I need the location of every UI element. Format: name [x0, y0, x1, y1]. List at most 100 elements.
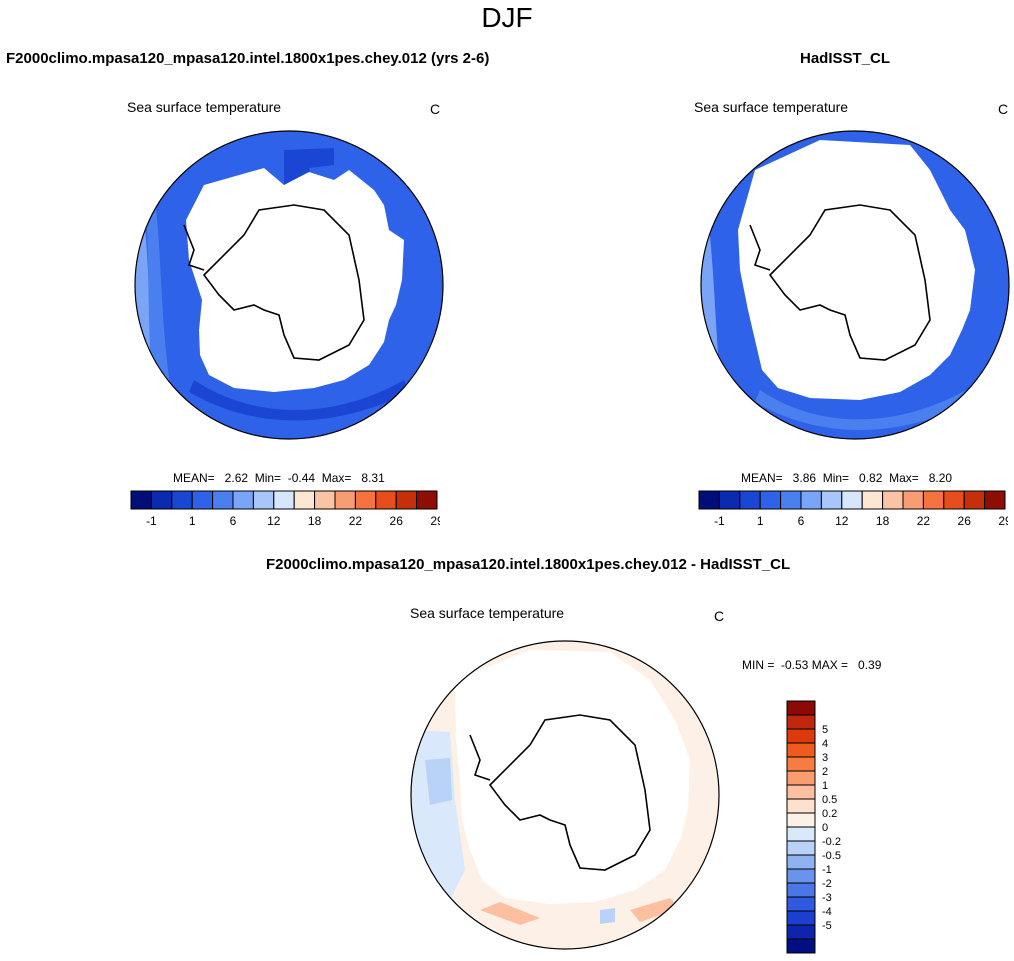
colorbar-box [841, 490, 863, 510]
negative-anomaly-patch [600, 908, 615, 924]
positive-anomaly-patch [630, 898, 680, 922]
colorbar-box [171, 490, 193, 510]
ocean-band [755, 385, 980, 431]
colorbar-box [334, 490, 356, 510]
colorbar-tick-label: 26 [958, 514, 972, 528]
colorbar-tick-label: 0.5 [822, 794, 837, 806]
colorbar-box [375, 490, 397, 510]
left-colorbar: -1 1 6 12 18 22 26 29 [130, 490, 440, 528]
colorbar-tick-label: -5 [822, 920, 832, 932]
colorbar-box [861, 490, 884, 510]
colorbar-box [739, 490, 761, 510]
colorbar-box [786, 924, 816, 940]
colorbar-box [786, 938, 816, 954]
colorbar-box [786, 812, 816, 828]
colorbar-box [786, 882, 816, 898]
colorbar-box [416, 490, 438, 510]
colorbar-tick-label: 12 [267, 514, 281, 528]
colorbar-box [786, 700, 816, 716]
colorbar-box [786, 756, 816, 772]
antarctica-coastline [202, 204, 365, 361]
colorbar-tick-label: 6 [230, 514, 237, 528]
colorbar-box [902, 490, 924, 510]
left-units-label: C [430, 101, 441, 117]
colorbar-tick-label: 22 [349, 514, 363, 528]
colorbar-tick-label: 12 [835, 514, 849, 528]
sea-ice-mask [186, 168, 404, 392]
map-border [410, 640, 720, 950]
sea-ice-mask [738, 140, 975, 400]
right-variable-label: Sea surface temperature [694, 99, 849, 115]
colorbar-box [786, 714, 816, 730]
colorbar-box [698, 490, 720, 510]
colorbar-tick-label: -1 [146, 514, 157, 528]
colorbar-box [273, 490, 295, 510]
left-variable-label: Sea surface temperature [127, 99, 282, 115]
sea-ice-mask [455, 650, 690, 904]
colorbar-box [314, 490, 336, 510]
colorbar-box [786, 798, 816, 814]
colorbar-box [786, 896, 816, 912]
colorbar-box [191, 490, 214, 510]
colorbar-box [786, 840, 816, 856]
peninsula-coastline [183, 224, 205, 271]
colorbar-tick-label: -0.2 [822, 836, 841, 848]
negative-anomaly-patch [425, 758, 452, 805]
diff-colorbar: 5 4 3 2 1 0.5 0.2 0 -0.2 -0.5 -1 -2 -3 -4 -5 [786, 700, 841, 954]
colorbar-tick-label: -4 [822, 906, 832, 918]
colorbar-box [130, 490, 152, 510]
antarctica-coastline [488, 714, 651, 871]
right-stats: MEAN= 3.86 Min= 0.82 Max= 8.20 [741, 471, 953, 485]
right-sst-map [700, 130, 1010, 440]
colorbar-box [759, 490, 782, 510]
diff-units-label: C [714, 608, 725, 624]
peninsula-coastline [469, 734, 491, 781]
left-sst-map [134, 130, 444, 440]
colorbar-box [212, 490, 234, 510]
diff-sst-map [410, 640, 720, 950]
colorbar-tick-label: 2 [822, 766, 828, 778]
colorbar-box [786, 868, 816, 884]
map-border [134, 130, 444, 440]
colorbar-box [786, 728, 816, 744]
colorbar-tick-label: 18 [308, 514, 322, 528]
map-border [700, 130, 1010, 440]
colorbar-box [293, 490, 316, 510]
colorbar-tick-label: 29 [430, 514, 440, 528]
colorbar-box [150, 490, 173, 510]
colorbar-box [943, 490, 965, 510]
colorbar-box [780, 490, 802, 510]
diff-stats: MIN = -0.53 MAX = 0.39 [742, 658, 882, 672]
figure-title: DJF [481, 2, 533, 33]
colorbar-tick-label: 5 [822, 724, 828, 736]
antarctica-coastline [768, 204, 931, 361]
colorbar-box [252, 490, 275, 510]
left-stats: MEAN= 2.62 Min= -0.44 Max= 8.31 [173, 471, 385, 485]
positive-anomaly-patch [480, 902, 540, 925]
colorbar-tick-label: 1 [757, 514, 764, 528]
colorbar-tick-label: 1 [189, 514, 196, 528]
colorbar-box [882, 490, 904, 510]
right-panel-title: HadISST_CL [800, 50, 891, 67]
colorbar-box [820, 490, 843, 510]
colorbar-box [786, 826, 816, 842]
colorbar-tick-label: 6 [798, 514, 805, 528]
colorbar-tick-label: 22 [917, 514, 931, 528]
colorbar-tick-label: 26 [390, 514, 404, 528]
colorbar-tick-label: 4 [822, 738, 828, 750]
colorbar-box [800, 490, 822, 510]
colorbar-tick-label: 1 [822, 780, 828, 792]
colorbar-box [718, 490, 741, 510]
colorbar-box [786, 742, 816, 758]
left-panel-title: F2000climo.mpasa120_mpasa120.intel.1800x… [6, 50, 490, 67]
colorbar-tick-label: 18 [876, 514, 890, 528]
colorbar-box [354, 490, 377, 510]
colorbar-box [963, 490, 986, 510]
colorbar-box [984, 490, 1006, 510]
colorbar-tick-label: 0.2 [822, 808, 837, 820]
colorbar-box [786, 784, 816, 800]
colorbar-box [395, 490, 418, 510]
diff-variable-label: Sea surface temperature [410, 605, 565, 621]
colorbar-box [786, 910, 816, 926]
diff-panel-title: F2000climo.mpasa120_mpasa120.intel.1800x… [266, 556, 791, 573]
